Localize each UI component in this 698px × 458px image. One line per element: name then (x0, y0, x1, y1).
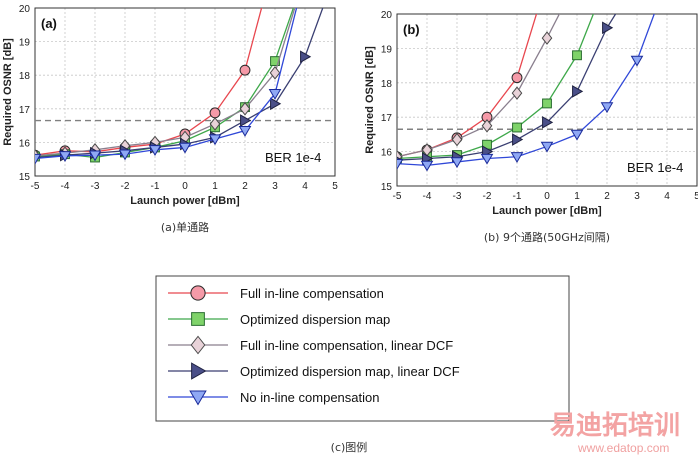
chart-a-y-ticks: 15 16 17 18 19 20 (19, 4, 31, 183)
chart-a-y-tick-label: 18 (19, 71, 31, 82)
chart-b: -5 -4 -3 -2 -1 0 1 2 3 4 5 15 16 17 18 19 20 (b) BER 1e… (364, 0, 698, 244)
chart-b-x-tick-label: -1 (513, 191, 522, 202)
chart-a-x-tick-label: -4 (61, 181, 70, 192)
chart-b-x-tick-label: 0 (544, 191, 550, 202)
chart-a-x-tick-label: 0 (182, 181, 188, 192)
watermark-text: 易迪拓培训 (550, 411, 680, 441)
chart-a-y-tick-label: 19 (19, 38, 31, 49)
chart-b-y-ticks: 15 16 17 18 19 20 (381, 10, 393, 193)
chart-b-x-tick-label: 2 (604, 191, 610, 202)
chart-a-point-full (210, 108, 220, 118)
chart-b-x-tick-label: -3 (453, 191, 462, 202)
chart-b-point-optimized (573, 51, 582, 60)
chart-b-y-tick-label: 18 (381, 79, 393, 90)
legend-marker-full (191, 286, 205, 300)
watermark-url: www.edatop.com (577, 441, 669, 455)
figure-canvas: -5 -4 -3 -2 -1 0 1 2 3 4 5 151617181920 (a) BER 1e… (0, 0, 698, 458)
chart-a-x-label: Launch power [dBm] (130, 195, 240, 207)
chart-a-x-tick-label: 5 (332, 181, 338, 192)
chart-b-x-tick-label: 4 (664, 191, 670, 202)
chart-b-x-tick-label: -4 (423, 191, 432, 202)
chart-a-y-tick-label: 20 (19, 4, 31, 15)
chart-b-y-tick-label: 20 (381, 10, 393, 21)
legend-label-none: No in-line compensation (240, 390, 379, 405)
chart-b-x-tick-label: 3 (634, 191, 640, 202)
chart-a-panel-label: (a) (41, 16, 57, 31)
chart-b-y-label: Required OSNR [dB] (364, 46, 376, 154)
chart-a-y-tick-label: 17 (19, 105, 31, 116)
chart-a-y-label: Required OSNR [dB] (2, 38, 14, 146)
legend-caption: (c)图例 (331, 440, 368, 454)
chart-b-x-tick-label: -5 (393, 191, 402, 202)
chart-b-panel-label: (b) (403, 22, 420, 37)
chart-b-x-tick-label: -2 (483, 191, 492, 202)
chart-b-x-label: Launch power [dBm] (492, 205, 602, 217)
chart-a-y-tick-label: 15 (19, 172, 31, 183)
chart-a-point-full (240, 65, 250, 75)
chart-b-x-ticks: -5 -4 -3 -2 -1 0 1 2 3 4 5 (393, 191, 698, 202)
chart-b-point-optimized (543, 99, 552, 108)
chart-b-x-tick-label: 5 (694, 191, 698, 202)
chart-b-point-optimized (513, 123, 522, 132)
chart-a-x-tick-label: 4 (302, 181, 308, 192)
legend-label-full_linear: Full in-line compensation, linear DCF (240, 338, 453, 353)
chart-a-ber-annotation: BER 1e-4 (265, 150, 321, 165)
chart-a-caption: (a)单通路 (161, 221, 209, 234)
chart-b-ber-annotation: BER 1e-4 (627, 160, 683, 175)
chart-a: -5 -4 -3 -2 -1 0 1 2 3 4 5 15 16 17 18 19 20 (a) BER 1e… (2, 0, 338, 234)
chart-a-x-tick-label: 2 (242, 181, 248, 192)
chart-a-x-tick-label: -3 (91, 181, 100, 192)
chart-b-y-tick-label: 19 (381, 44, 393, 55)
chart-a-x-tick-label: 3 (272, 181, 278, 192)
chart-a-x-tick-label: -5 (31, 181, 40, 192)
chart-a-y-tick-label: 16 (19, 138, 31, 149)
legend-label-optimized: Optimized dispersion map (240, 312, 390, 327)
chart-b-caption: (b) 9个通路(50GHz间隔) (484, 231, 610, 244)
legend: Full in-line compensation Optimized dispe… (156, 276, 569, 421)
chart-b-x-tick-label: 1 (574, 191, 580, 202)
chart-a-x-tick-label: -2 (121, 181, 130, 192)
legend-label-full: Full in-line compensation (240, 286, 384, 301)
legend-marker-optimized (192, 313, 205, 326)
chart-a-x-ticks: -5 -4 -3 -2 -1 0 1 2 3 4 5 (31, 181, 339, 192)
chart-b-y-tick-label: 15 (381, 182, 393, 193)
chart-a-x-tick-label: 1 (212, 181, 218, 192)
chart-b-y-tick-label: 16 (381, 148, 393, 159)
chart-b-point-full (512, 73, 522, 83)
chart-b-y-tick-label: 17 (381, 113, 393, 124)
chart-a-x-tick-label: -1 (151, 181, 160, 192)
legend-label-optimized_linear: Optimized dispersion map, linear DCF (240, 364, 460, 379)
